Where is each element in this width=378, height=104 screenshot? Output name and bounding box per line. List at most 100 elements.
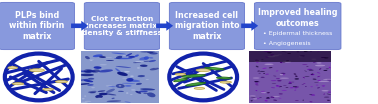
Ellipse shape [277,54,282,55]
Ellipse shape [119,85,121,87]
Ellipse shape [324,57,328,59]
Ellipse shape [138,75,145,77]
Text: • Angiogenesis: • Angiogenesis [263,41,311,46]
Ellipse shape [263,51,270,52]
Ellipse shape [106,89,115,93]
Ellipse shape [287,53,291,54]
Ellipse shape [256,66,259,67]
Ellipse shape [85,101,91,102]
Ellipse shape [253,77,260,79]
Ellipse shape [98,90,105,92]
Ellipse shape [266,97,270,98]
Ellipse shape [302,84,304,85]
Ellipse shape [99,93,108,95]
Ellipse shape [124,71,130,72]
Ellipse shape [117,72,128,76]
Ellipse shape [251,97,256,98]
Ellipse shape [273,55,279,56]
Ellipse shape [327,99,330,100]
Ellipse shape [81,102,88,103]
Ellipse shape [303,77,305,78]
Ellipse shape [116,84,125,88]
Ellipse shape [169,54,237,100]
Ellipse shape [84,69,93,73]
Ellipse shape [304,76,310,77]
Ellipse shape [267,52,271,53]
Ellipse shape [283,85,287,86]
Ellipse shape [306,66,308,67]
Ellipse shape [294,78,299,80]
Bar [249,51,331,62]
Ellipse shape [276,78,280,79]
Ellipse shape [12,83,23,85]
Ellipse shape [92,69,100,73]
Ellipse shape [143,93,148,94]
Ellipse shape [131,89,136,91]
Ellipse shape [311,74,313,75]
Ellipse shape [300,55,305,56]
Ellipse shape [112,98,115,99]
Text: Increased cell
migration into
matrix: Increased cell migration into matrix [175,11,239,41]
Ellipse shape [310,94,315,96]
Ellipse shape [259,73,261,74]
Ellipse shape [261,92,266,93]
Ellipse shape [262,68,267,69]
Ellipse shape [319,81,329,82]
Ellipse shape [5,54,73,100]
Ellipse shape [144,56,149,60]
Ellipse shape [294,87,297,89]
Ellipse shape [264,64,274,65]
Ellipse shape [280,73,285,74]
Ellipse shape [273,100,277,101]
Ellipse shape [108,86,116,87]
Ellipse shape [317,72,320,73]
Ellipse shape [276,86,281,87]
Ellipse shape [255,84,259,85]
Ellipse shape [265,57,269,58]
FancyBboxPatch shape [254,2,341,50]
Ellipse shape [174,78,187,82]
Ellipse shape [327,94,331,95]
Ellipse shape [255,60,259,61]
Ellipse shape [267,92,270,93]
Ellipse shape [318,76,319,77]
Ellipse shape [321,57,326,58]
Ellipse shape [303,83,305,84]
Ellipse shape [280,74,283,75]
Ellipse shape [266,98,270,99]
Ellipse shape [80,70,96,72]
Ellipse shape [126,92,129,94]
Ellipse shape [93,54,103,57]
Ellipse shape [147,52,153,53]
Text: Improved healing
outcomes: Improved healing outcomes [258,8,338,28]
FancyBboxPatch shape [169,2,245,50]
Ellipse shape [126,53,132,56]
Ellipse shape [204,67,225,70]
Ellipse shape [7,67,17,69]
Ellipse shape [90,60,93,61]
Ellipse shape [87,59,94,60]
Ellipse shape [307,69,312,70]
Ellipse shape [289,82,291,83]
Ellipse shape [317,76,321,77]
Ellipse shape [288,83,292,84]
Ellipse shape [82,98,85,99]
Ellipse shape [276,85,279,86]
Ellipse shape [298,56,303,57]
Ellipse shape [84,80,93,82]
Ellipse shape [296,51,299,52]
Ellipse shape [302,64,307,65]
Ellipse shape [85,56,90,59]
Ellipse shape [140,88,155,90]
Ellipse shape [112,53,126,54]
Ellipse shape [182,74,206,77]
Ellipse shape [283,62,285,63]
Ellipse shape [271,87,275,88]
Ellipse shape [135,54,139,57]
Text: Clot retraction
increases matrix
density & stiffness: Clot retraction increases matrix density… [82,16,162,36]
Ellipse shape [295,86,299,88]
FancyBboxPatch shape [0,2,74,50]
Ellipse shape [140,51,155,53]
Ellipse shape [140,61,144,62]
Ellipse shape [257,98,260,99]
